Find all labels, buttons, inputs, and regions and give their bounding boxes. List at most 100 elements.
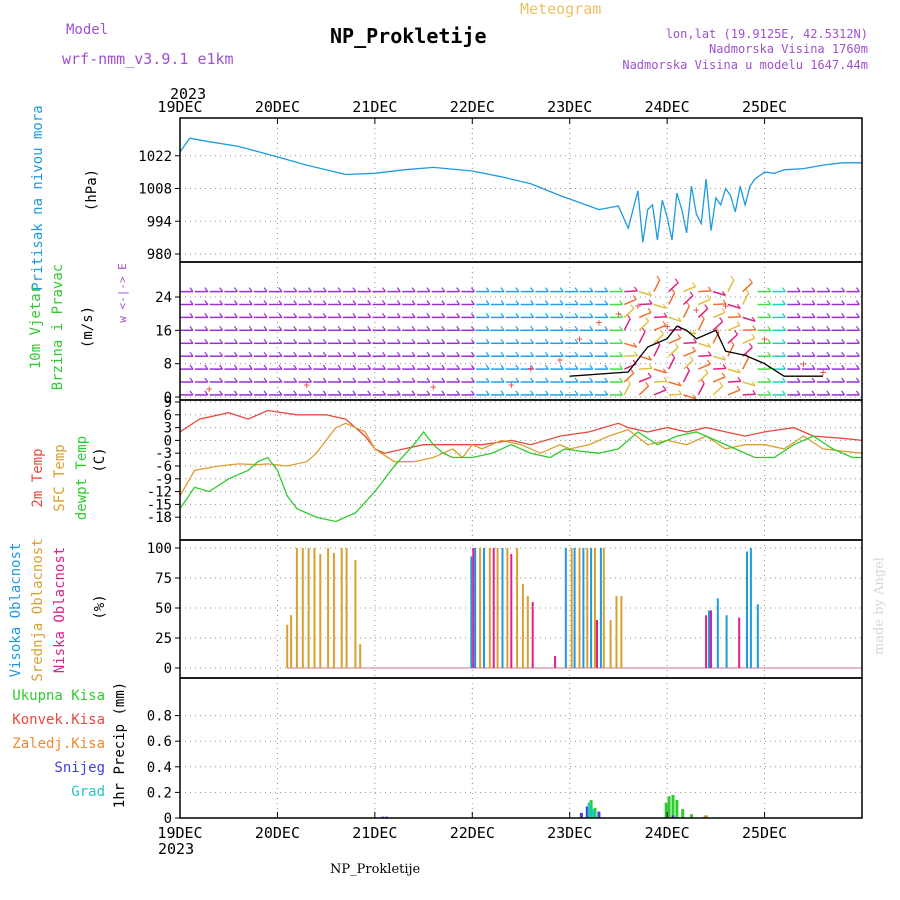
- x-tick-label-top: 21DEC: [352, 98, 397, 116]
- wind-barb-feather: [204, 390, 209, 396]
- wind-barb-feather: [574, 390, 579, 396]
- wind-barb-feather: [308, 364, 312, 370]
- wind-barb-feather: [189, 351, 194, 357]
- wind-barb-feather: [322, 338, 327, 344]
- wind-barb-feather: [826, 287, 831, 292]
- cloud-bar: [615, 596, 618, 668]
- wind-barb-feather: [248, 390, 253, 396]
- wind-barb-feather: [781, 313, 786, 318]
- wind-barb-feather: [700, 378, 705, 384]
- cloud-bar: [620, 596, 623, 668]
- wind-barb-feather: [736, 320, 741, 326]
- wind-barb-feather: [470, 377, 475, 383]
- wind-barb: [712, 331, 720, 344]
- wind-barb-feather: [204, 300, 209, 305]
- wind-barb-feather: [721, 308, 726, 313]
- wind-barb-feather: [204, 351, 209, 357]
- wind-barbs: [180, 275, 860, 400]
- wind-barb-feather: [544, 364, 549, 370]
- meteogram-subtitle: Meteogram: [520, 0, 602, 18]
- temp-dew-line: [179, 430, 862, 523]
- wind-barb-feather: [470, 300, 475, 305]
- wind-barb-feather: [411, 287, 416, 292]
- wind-barb-feather: [189, 300, 194, 305]
- wind-barb-feather: [322, 351, 327, 357]
- wind-barb-feather: [530, 338, 535, 344]
- wind-barb-feather: [692, 329, 697, 335]
- y-tick-label: 0.6: [147, 734, 172, 750]
- gust-mark: +: [615, 308, 622, 321]
- cloud-bar: [526, 596, 529, 668]
- wind-barb-feather: [337, 364, 342, 370]
- wind-barb-feather: [456, 338, 461, 344]
- station-title: NP_Prokletije: [330, 24, 487, 48]
- wind-barb-feather: [589, 377, 594, 383]
- wind-barb: [727, 303, 741, 310]
- cloud-bar: [313, 548, 316, 668]
- cloud-bar: [488, 548, 491, 668]
- wind-barb-feather: [219, 325, 224, 331]
- wind-barb-feather: [293, 300, 298, 305]
- wind-barb-feather: [574, 351, 579, 357]
- wind-barb-feather: [515, 390, 520, 396]
- cloud-bar: [506, 548, 509, 668]
- x-tick-label-top: 23DEC: [547, 98, 592, 116]
- y-tick-label: 6: [164, 408, 172, 424]
- cloud-bar: [554, 656, 557, 668]
- wind-barb-feather: [189, 364, 194, 370]
- cloud-bar: [746, 551, 748, 668]
- wind-barb-feather: [811, 351, 816, 357]
- wind-barb-feather: [233, 313, 238, 318]
- precip-legend-1: Konvek.Kisa: [12, 712, 105, 728]
- wind-barb-feather: [559, 377, 564, 383]
- wind-barb-feather: [248, 364, 253, 370]
- wind-barb: [638, 331, 646, 344]
- wind-barb-feather: [485, 300, 490, 305]
- wind-barb: [653, 333, 664, 344]
- wind-barb-feather: [500, 287, 505, 292]
- wind-barb: [682, 359, 694, 370]
- temp-sfc-line: [179, 422, 863, 497]
- wind-barb-feather: [204, 338, 209, 344]
- wind-barb: [653, 279, 661, 292]
- wind-barb-feather: [337, 377, 342, 383]
- wind-barb-feather: [263, 313, 268, 318]
- wind-barb-feather: [515, 351, 520, 357]
- wind-barb-feather: [767, 390, 772, 396]
- wind-barb-feather: [278, 390, 283, 396]
- wind-barb-feather: [470, 390, 475, 396]
- wind-barb-feather: [352, 364, 357, 370]
- wind-barb-feather: [500, 338, 505, 344]
- wind-barb-feather: [263, 390, 268, 396]
- gust-mark: +: [635, 299, 642, 312]
- precip-legend-2: Zaledj.Kisa: [12, 736, 105, 752]
- wind-barb-feather: [544, 325, 549, 331]
- cloud-bar: [596, 620, 598, 668]
- wind-barb: [712, 376, 726, 383]
- cloud-bar: [738, 617, 741, 668]
- wind-barb-feather: [352, 338, 357, 344]
- wind-barb-feather: [485, 377, 490, 383]
- wind-barb-feather: [426, 313, 431, 318]
- wind-barb-feather: [233, 300, 238, 305]
- wind-barb-feather: [396, 325, 401, 331]
- wind-barb: [742, 282, 753, 293]
- wind-barb: [727, 279, 735, 292]
- wind-barb-feather: [648, 291, 652, 296]
- cloud-bar: [582, 548, 585, 668]
- wind-barb-feather: [544, 300, 549, 305]
- precip-bar: [667, 796, 671, 818]
- wind-barb-feather: [515, 287, 520, 292]
- y-tick-label: 9: [164, 395, 172, 411]
- wind-barb-feather: [574, 338, 579, 344]
- wind-barb-feather: [826, 313, 831, 318]
- wind-barb: [653, 324, 667, 331]
- wind-barb-feather: [737, 312, 742, 318]
- wind-barb: [742, 393, 756, 396]
- wind-barb-feather: [367, 300, 372, 305]
- wind-barb-feather: [589, 390, 594, 396]
- wind-barb-feather: [308, 390, 312, 396]
- wind-barb-feather: [721, 372, 726, 378]
- wind-barb-feather: [604, 300, 609, 305]
- wind-barb-feather: [767, 300, 772, 305]
